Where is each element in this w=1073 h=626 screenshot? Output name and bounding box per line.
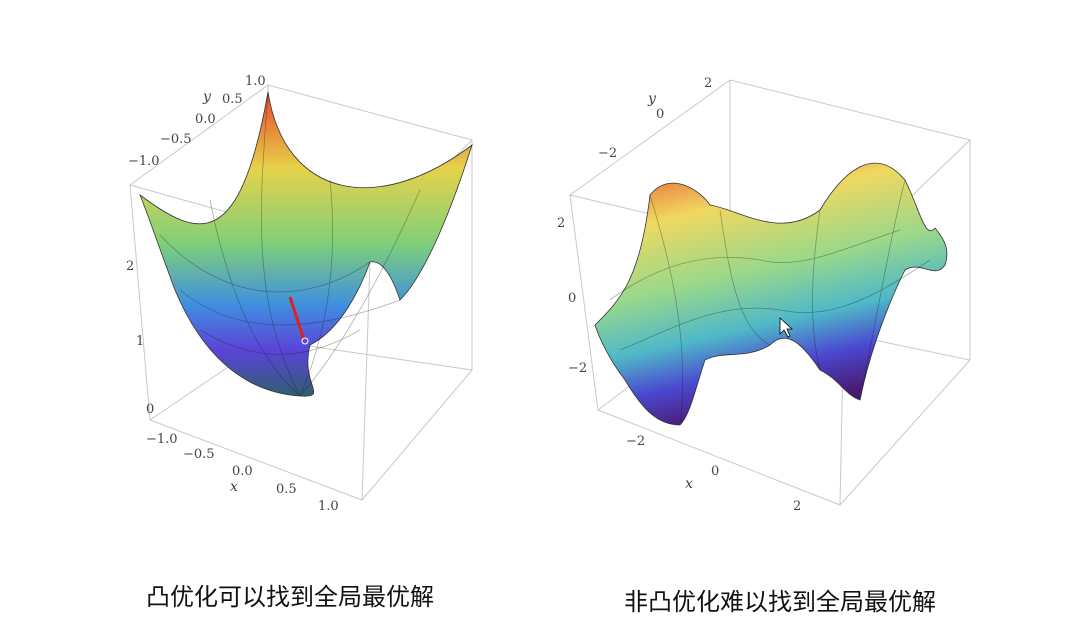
x-tick-label: −2 — [626, 434, 645, 449]
minimum-point — [301, 337, 309, 345]
y-axis-label: y — [647, 91, 657, 107]
surface-mesh — [159, 91, 421, 397]
y-tick-label: 0.5 — [222, 92, 243, 107]
x-tick-label: 0.0 — [232, 464, 253, 479]
y-tick-label: 0 — [656, 107, 664, 122]
caption: 非凸优化难以找到全局最优解 — [624, 588, 936, 616]
y-axis-label: y — [202, 89, 212, 105]
z-tick-label: 2 — [557, 216, 565, 231]
cursor — [779, 317, 794, 338]
x-tick-label: 2 — [793, 499, 801, 514]
nonconvex-plot: y 2 0 −2 2 0 −2 −2 0 2 x 非凸优化难以找到全局最优解 — [557, 76, 971, 616]
z-tick-label: 2 — [126, 259, 134, 274]
gradient-path — [288, 296, 306, 341]
y-tick-label: −2 — [598, 146, 617, 161]
plot-box — [128, 84, 473, 501]
caption: 凸优化可以找到全局最优解 — [146, 583, 434, 611]
surface — [594, 162, 948, 426]
x-axis-label: x — [230, 479, 238, 495]
z-tick-label: 0 — [146, 402, 154, 417]
x-tick-label: 1.0 — [318, 499, 339, 514]
z-tick-label: 1 — [136, 334, 144, 349]
y-tick-label: 2 — [704, 76, 712, 91]
y-tick-label: −1.0 — [128, 154, 160, 169]
x-tick-label: −1.0 — [146, 432, 178, 447]
z-tick-label: −2 — [568, 361, 587, 376]
y-tick-label: −0.5 — [160, 132, 192, 147]
x-tick-label: 0 — [711, 464, 719, 479]
y-tick-label: 1.0 — [245, 74, 266, 89]
surface-mesh — [609, 179, 931, 426]
x-tick-label: −0.5 — [183, 447, 215, 462]
x-tick-label: 0.5 — [276, 482, 297, 497]
x-axis-label: x — [685, 476, 693, 492]
z-tick-label: 0 — [568, 291, 576, 306]
surface — [139, 91, 473, 397]
convex-plot: y 1.0 0.5 0.0 −0.5 −1.0 2 1 0 −1.0 −0.5 … — [126, 74, 473, 611]
y-tick-label: 0.0 — [195, 112, 216, 127]
